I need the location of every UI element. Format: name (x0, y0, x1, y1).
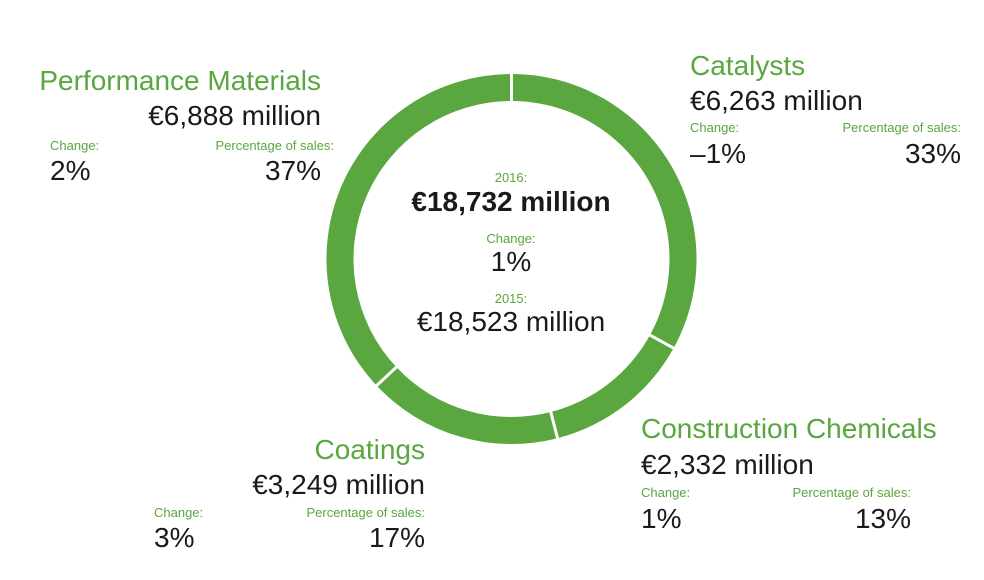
segment-change-label: Change: (50, 138, 100, 153)
segment-change-label: Change: (641, 485, 691, 500)
segment-share: 17% (368, 522, 425, 553)
segment-divider (374, 364, 399, 389)
segment-change-label: Change: (154, 505, 204, 520)
segment-value-construction-chemicals: €2,332 million (641, 449, 814, 480)
center-change: 1% (490, 246, 532, 277)
segment-share-label: Percentage of sales: (842, 120, 961, 135)
segment-share: 13% (854, 503, 911, 534)
center-prev-year-label: 2015: (494, 291, 528, 306)
center-year-label: 2016: (494, 170, 528, 185)
segment-change: 1% (641, 503, 682, 534)
center-change-label: Change: (486, 231, 536, 246)
segment-change: –1% (690, 138, 747, 169)
segment-change-label: Change: (690, 120, 740, 135)
segment-title-coatings: Coatings (314, 434, 425, 465)
donut-segment-coatings (376, 367, 558, 445)
segment-share-label: Percentage of sales: (306, 505, 425, 520)
segment-value-performance-materials: €6,888 million (148, 100, 321, 131)
segment-title-catalysts: Catalysts (690, 50, 806, 81)
segment-share-label: Percentage of sales: (792, 485, 911, 500)
segment-value-catalysts: €6,263 million (690, 85, 863, 116)
segment-divider (548, 409, 560, 441)
segment-change: 3% (154, 522, 195, 553)
segment-share: 33% (904, 138, 961, 169)
donut-segment-catalysts (511, 74, 697, 349)
center-prev-total: €18,523 million (416, 306, 606, 337)
donut-segment-construction-chemicals (550, 335, 674, 439)
segment-change: 2% (50, 155, 91, 186)
segment-share: 37% (264, 155, 321, 186)
donut-segment-performance-materials (326, 74, 512, 386)
segment-share-label: Percentage of sales: (215, 138, 334, 153)
segment-value-coatings: €3,249 million (252, 469, 425, 500)
segment-title-construction-chemicals: Construction Chemicals (641, 413, 937, 444)
segment-divider (647, 332, 677, 351)
center-total: €18,732 million (411, 186, 611, 217)
segment-title-performance-materials: Performance Materials (39, 65, 321, 96)
